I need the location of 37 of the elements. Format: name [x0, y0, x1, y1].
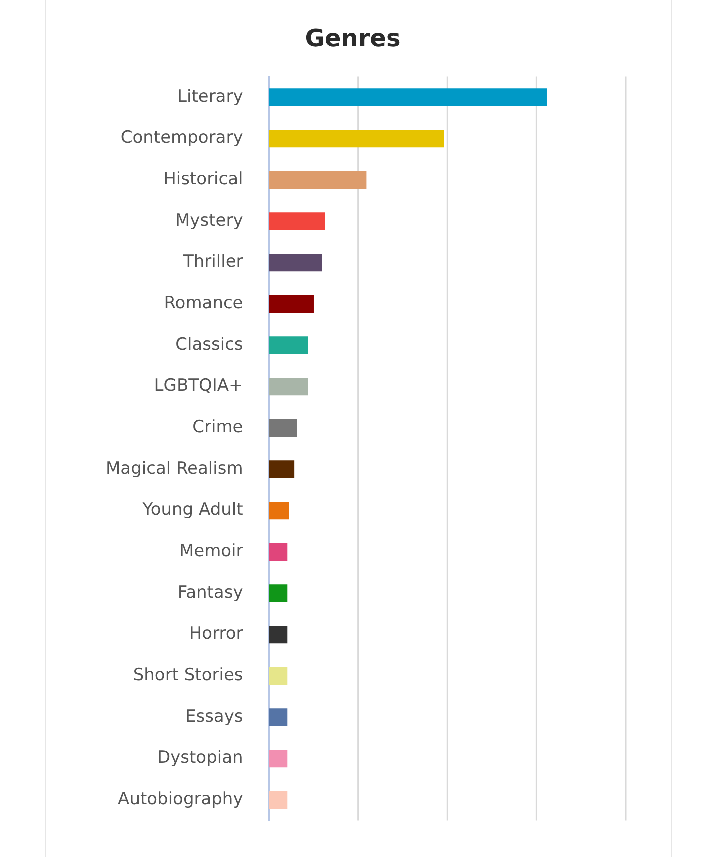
y-tick-label: Memoir	[179, 542, 244, 562]
bar	[269, 791, 288, 809]
bar	[269, 750, 288, 768]
bar	[269, 667, 288, 685]
y-tick-label: Literary	[177, 86, 244, 107]
chart-title: Genres	[305, 24, 401, 53]
bar	[269, 543, 288, 561]
y-tick-label: Fantasy	[178, 582, 244, 603]
y-tick-label: Dystopian	[157, 748, 244, 768]
bar	[269, 419, 298, 437]
bar	[269, 626, 288, 644]
bar	[269, 336, 308, 354]
bar	[269, 460, 295, 478]
bar	[269, 171, 367, 189]
y-tick-label: Young Adult	[142, 500, 244, 520]
y-tick-label: Essays	[185, 706, 244, 727]
bar	[269, 378, 308, 396]
bar	[269, 254, 322, 272]
y-tick-label: Autobiography	[118, 790, 244, 810]
y-tick-label: LGBTQIA+	[154, 376, 244, 396]
bar	[269, 708, 288, 726]
y-tick-label: Thriller	[182, 252, 244, 272]
y-tick-label: Classics	[176, 334, 244, 355]
y-tick-label: Horror	[189, 624, 244, 644]
y-tick-label: Historical	[164, 170, 244, 190]
y-tick-label: Romance	[164, 294, 244, 314]
y-tick-label: Magical Realism	[106, 458, 244, 479]
y-tick-label: Crime	[192, 418, 244, 438]
bar	[269, 295, 314, 313]
y-tick-label: Short Stories	[133, 666, 244, 686]
y-tick-label: Contemporary	[120, 128, 244, 148]
bar	[269, 130, 444, 148]
bar	[269, 584, 288, 602]
bar	[269, 212, 326, 230]
y-tick-label: Mystery	[176, 210, 244, 231]
bar	[269, 502, 290, 520]
bar	[269, 88, 547, 106]
